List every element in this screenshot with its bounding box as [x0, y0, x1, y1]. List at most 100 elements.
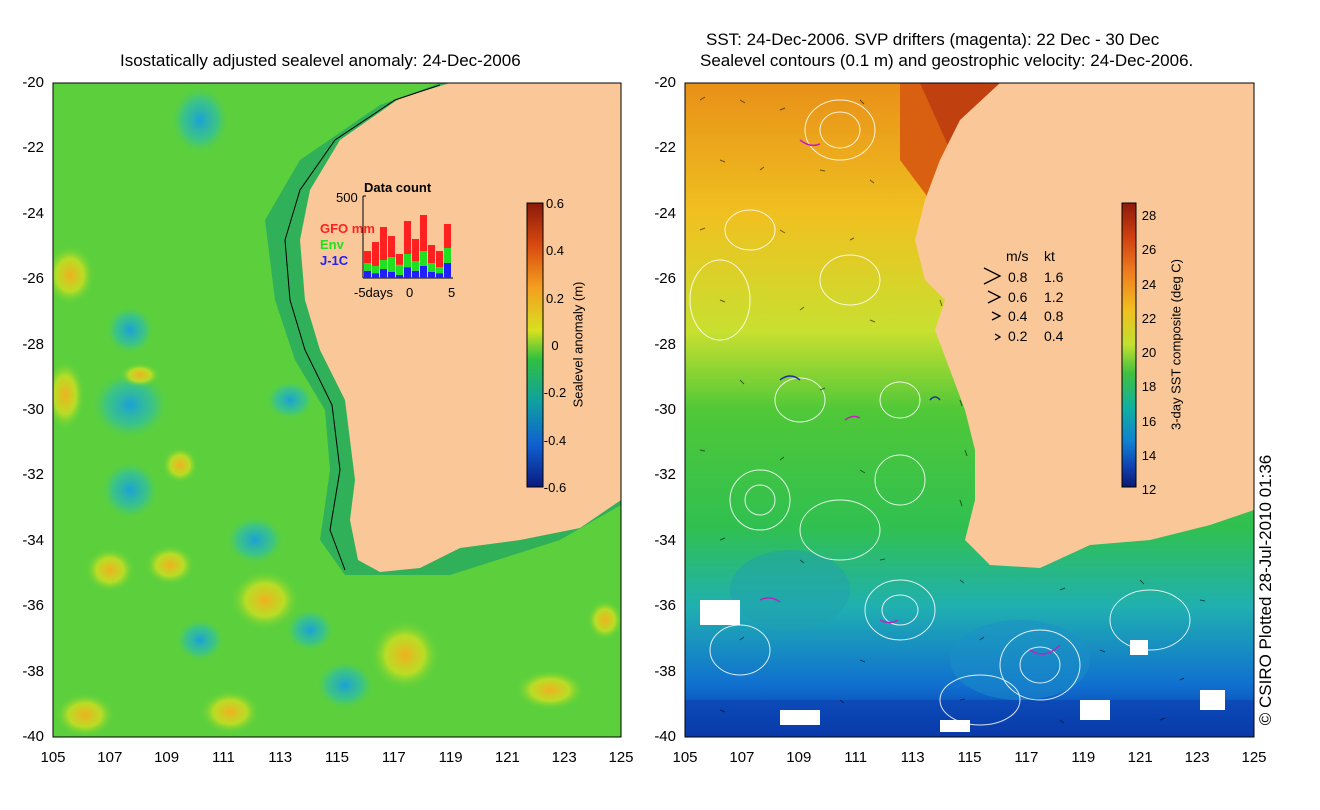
velocity-row-kt-3: 0.8	[1044, 308, 1064, 324]
data-count-bar-0-env	[364, 263, 371, 271]
left-x-tick-8: 121	[494, 749, 520, 766]
right-x-tick-2: 109	[786, 749, 812, 766]
right-y-tick-3: -26	[654, 270, 676, 288]
right-cb-tick-6: 16	[1141, 413, 1157, 429]
left-x-tick-6: 117	[381, 749, 406, 766]
left-colorbar-label: Sealevel anomaly (m)	[570, 281, 586, 408]
right-x-tick-9: 123	[1184, 749, 1210, 766]
left-x-tick-4: 113	[268, 749, 293, 766]
left-x-tick-9: 123	[551, 749, 577, 766]
data-count-bar-4-j1c	[396, 275, 403, 278]
legend-env: Env	[320, 237, 344, 252]
data-count-bar-10-j1c	[444, 263, 451, 278]
right-y-tick-1: -22	[654, 139, 676, 157]
data-count-bar-2-gfo	[380, 227, 387, 260]
left-x-tick-2: 109	[154, 749, 180, 766]
right-cb-tick-8: 12	[1141, 482, 1157, 497]
velocity-row-ms-4: 0.2	[1008, 328, 1028, 344]
left-cb-tick-3: 0	[551, 338, 559, 353]
left-y-tick-10: -40	[22, 728, 44, 745]
left-x-tick-7: 119	[438, 749, 463, 766]
data-count-bar-3-j1c	[388, 272, 395, 278]
csiro-credit: © CSIRO Plotted 28-Jul-2010 01:36	[1256, 454, 1275, 726]
right-y-tick-2: -24	[654, 204, 676, 222]
left-cb-tick-6: -0.6	[543, 480, 567, 495]
australia-land-right	[915, 83, 1254, 568]
left-y-tick-0: -20	[22, 74, 44, 91]
data-count-bar-9-gfo	[436, 251, 443, 268]
right-colorbar	[1121, 202, 1137, 488]
data-count-bar-4-env	[396, 264, 403, 275]
left-panel-title: Isostatically adjusted sealevel anomaly:…	[120, 51, 521, 70]
left-y-tick-2: -24	[22, 204, 44, 222]
data-count-ymax: 500	[336, 190, 358, 205]
data-count-bar-2-j1c	[380, 269, 387, 278]
right-colorbar-label: 3-day SST composite (deg C)	[1168, 259, 1184, 430]
data-count-bar-8-j1c	[428, 272, 435, 278]
left-cb-tick-0: 0.6	[545, 196, 565, 211]
left-y-tick-6: -32	[22, 466, 44, 484]
left-y-tick-9: -38	[22, 662, 44, 680]
data-count-bar-10-gfo	[444, 224, 451, 248]
left-colorbar	[526, 202, 544, 488]
left-x-tick-3: 111	[211, 749, 235, 766]
left-y-tick-3: -26	[22, 270, 44, 288]
data-count-x-start: -5days	[354, 285, 394, 300]
data-count-bar-5-env	[404, 254, 411, 268]
data-count-bar-5-gfo	[404, 221, 411, 254]
right-cb-tick-7: 14	[1141, 447, 1157, 463]
right-cb-tick-1: 26	[1141, 242, 1157, 258]
data-count-bar-6-j1c	[412, 270, 419, 278]
left-y-tick-5: -30	[22, 401, 44, 418]
data-count-bar-1-gfo	[372, 242, 379, 266]
data-count-bar-9-env	[436, 267, 443, 274]
left-cb-tick-1: 0.4	[545, 243, 565, 259]
data-count-bar-7-env	[420, 251, 427, 266]
data-count-bar-10-env	[444, 248, 451, 263]
data-count-bar-2-env	[380, 260, 387, 269]
left-y-tick-1: -22	[22, 139, 44, 157]
data-count-x-end: 5	[448, 285, 456, 300]
data-count-bar-9-j1c	[436, 273, 443, 278]
right-y-tick-0: -20	[654, 74, 676, 91]
left-y-tick-8: -36	[22, 597, 44, 615]
right-x-tick-4: 113	[900, 749, 925, 766]
legend-gfo: GFO mm	[320, 221, 375, 236]
right-y-tick-10: -40	[654, 728, 676, 745]
right-cb-tick-0: 28	[1141, 208, 1157, 223]
right-x-tick-5: 115	[957, 749, 982, 766]
velocity-legend-header-kt: kt	[1044, 248, 1055, 264]
velocity-row-kt-1: 1.6	[1044, 269, 1064, 285]
right-cb-tick-2: 24	[1141, 276, 1157, 292]
data-count-bar-5-j1c	[404, 267, 411, 278]
data-count-bar-8-gfo	[428, 245, 435, 263]
left-x-tick-0: 105	[40, 749, 66, 766]
velocity-row-kt-2: 1.2	[1044, 289, 1064, 305]
left-cb-tick-4: -0.2	[543, 385, 567, 401]
left-cb-tick-5: -0.4	[543, 432, 567, 448]
right-y-tick-8: -36	[654, 597, 676, 615]
data-count-bar-7-j1c	[420, 266, 427, 278]
right-y-tick-6: -32	[654, 466, 676, 484]
data-count-bar-0-j1c	[364, 270, 371, 278]
data-count-bar-3-gfo	[388, 236, 395, 257]
right-y-tick-5: -30	[654, 401, 676, 418]
left-x-tick-5: 115	[325, 749, 349, 766]
right-y-tick-9: -38	[654, 662, 676, 680]
velocity-row-ms-1: 0.8	[1008, 269, 1028, 285]
data-count-bar-1-env	[372, 266, 379, 274]
left-y-tick-4: -28	[22, 335, 44, 353]
left-x-tick-10: 125	[608, 749, 634, 766]
data-count-bar-1-j1c	[372, 273, 379, 278]
data-count-bar-0-gfo	[364, 251, 371, 263]
data-count-inset	[362, 195, 453, 279]
right-cb-tick-3: 22	[1141, 310, 1157, 326]
right-x-tick-0: 105	[672, 749, 698, 766]
right-x-tick-7: 119	[1071, 749, 1096, 766]
right-x-tick-6: 117	[1014, 749, 1039, 766]
velocity-legend-arrows	[983, 267, 1002, 341]
velocity-row-ms-2: 0.6	[1008, 289, 1028, 305]
data-count-x-mid: 0	[406, 285, 414, 300]
data-count-bar-6-env	[412, 261, 419, 271]
